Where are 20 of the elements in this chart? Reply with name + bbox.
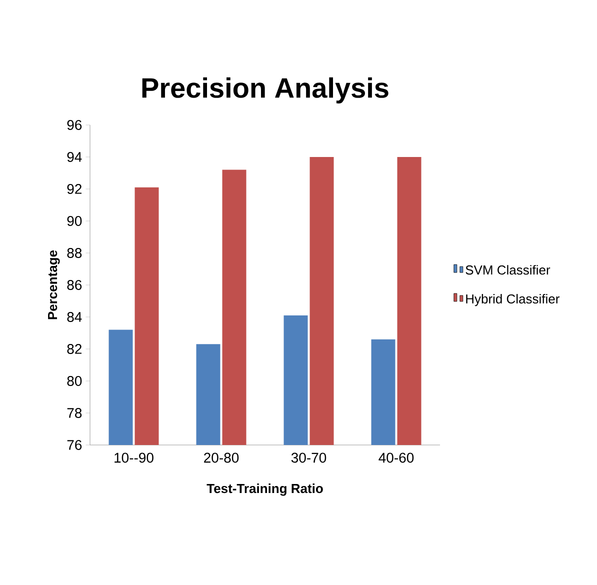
y-tick-label: 82 bbox=[67, 344, 82, 354]
y-axis-title: Percentage bbox=[48, 250, 60, 320]
y-tick-label: 96 bbox=[67, 120, 82, 130]
x-tick-label: 10--90 bbox=[114, 452, 154, 463]
x-tick-label: 20-80 bbox=[204, 452, 239, 463]
y-tick-label: 90 bbox=[67, 216, 82, 226]
chart-title: Precision Analysis bbox=[142, 77, 388, 104]
y-tick-label: 78 bbox=[67, 408, 82, 418]
y-tick-label: 84 bbox=[67, 312, 82, 322]
y-tick-label: 94 bbox=[67, 152, 82, 162]
x-tick-label: 40-60 bbox=[378, 452, 414, 463]
y-tick-label: 86 bbox=[67, 280, 82, 290]
x-axis-title: Test-Training Ratio bbox=[206, 484, 323, 496]
y-tick-label: 76 bbox=[67, 440, 82, 450]
y-tick-label: 92 bbox=[67, 184, 82, 194]
y-tick-label: 88 bbox=[67, 248, 82, 258]
legend-label: Hybrid Classifier bbox=[466, 294, 560, 306]
y-tick-label: 80 bbox=[67, 376, 82, 386]
x-tick-label: 30-70 bbox=[291, 452, 326, 463]
legend-label: SVM Classifier bbox=[466, 265, 550, 275]
